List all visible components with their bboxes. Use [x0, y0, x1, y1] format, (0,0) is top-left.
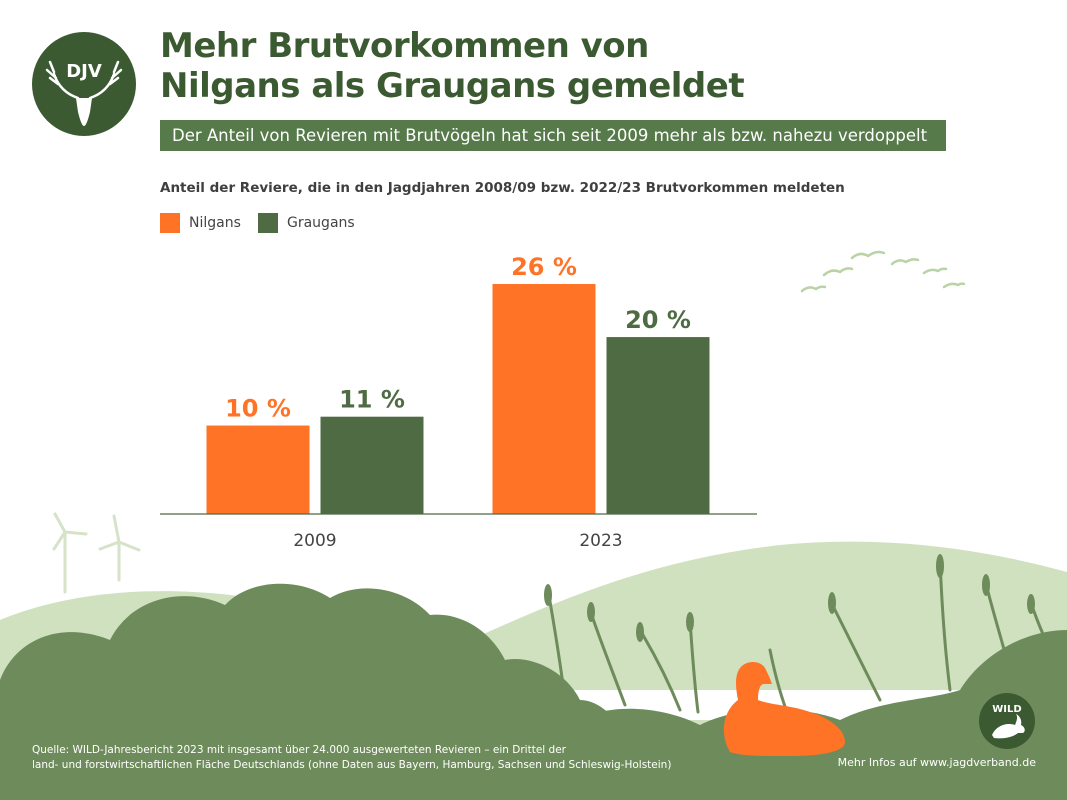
subtitle-banner: Der Anteil von Revieren mit Brutvögeln h…: [160, 120, 946, 151]
data-label-graugans-2009: 11 %: [339, 386, 405, 414]
source-line-1: Quelle: WILD-Jahresbericht 2023 mit insg…: [32, 744, 566, 756]
data-label-graugans-2023: 20 %: [625, 306, 691, 334]
data-label-nilgans-2023: 26 %: [511, 253, 577, 281]
bar-chart: 10 % 11 % 2009 26 % 20 % 2023: [206, 253, 710, 551]
data-label-nilgans-2009: 10 %: [225, 395, 291, 423]
page-title: Mehr Brutvorkommen von Nilgans als Graug…: [160, 26, 745, 106]
legend-label-nilgans: Nilgans: [189, 215, 241, 231]
djv-logo: DJV: [32, 32, 136, 136]
flying-birds-icon: [800, 250, 966, 293]
bar-nilgans-2009: [206, 425, 310, 514]
goose-silhouette-icon: [723, 662, 845, 756]
hare-icon: [992, 714, 1025, 739]
title-line-1: Mehr Brutvorkommen von: [160, 26, 649, 66]
bar-nilgans-2023: [492, 284, 596, 514]
legend-label-graugans: Graugans: [287, 215, 355, 231]
x-tick-label-2023: 2023: [579, 531, 622, 551]
reed-heads-illustration: [544, 554, 1035, 642]
landscape-illustration: [0, 250, 1067, 800]
legend-swatch-graugans: [258, 213, 278, 233]
legend-swatch-nilgans: [160, 213, 180, 233]
bar-graugans-2023: [606, 337, 710, 514]
wild-logo: WILD: [979, 693, 1035, 749]
deer-antlers-icon: [45, 60, 123, 100]
more-info-link[interactable]: Mehr Infos auf www.jagdverband.de: [837, 756, 1036, 769]
wind-turbine-icon: [52, 512, 141, 594]
title-line-2: Nilgans als Graugans gemeldet: [160, 66, 745, 106]
source-note: Quelle: WILD-Jahresbericht 2023 mit insg…: [32, 743, 671, 773]
source-line-2: land- und forstwirtschaftlichen Fläche D…: [32, 759, 672, 771]
chart-title: Anteil der Reviere, die in den Jagdjahre…: [160, 180, 845, 196]
x-tick-label-2009: 2009: [293, 531, 336, 551]
deer-head-icon: [76, 98, 92, 126]
djv-logo-text: DJV: [66, 61, 102, 82]
wild-logo-text: WILD: [992, 704, 1021, 715]
bar-graugans-2009: [320, 416, 424, 514]
bushes-left: [0, 583, 630, 800]
